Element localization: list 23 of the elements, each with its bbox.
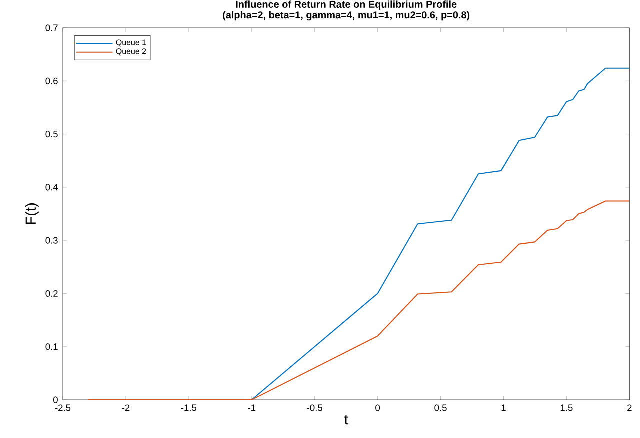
y-tick-label: 0.4 xyxy=(46,184,58,191)
chart-title: Influence of Return Rate on Equilibrium Profile xyxy=(236,0,457,10)
x-tick-label: 0.5 xyxy=(434,404,447,412)
y-axis-title: F(t) xyxy=(25,204,39,224)
x-tick-label: -2 xyxy=(122,404,130,412)
x-tick-label: 0 xyxy=(376,404,380,412)
y-tick-label: 0.7 xyxy=(46,24,58,32)
line-series xyxy=(88,200,630,400)
y-tick-label: 0.5 xyxy=(46,131,58,138)
x-tick-label: -2.5 xyxy=(55,404,71,412)
y-tick-label: 0.3 xyxy=(46,237,58,244)
x-tick-label: 1 xyxy=(502,404,506,412)
x-tick-label: 2 xyxy=(628,404,632,412)
y-tick-label: 0.1 xyxy=(46,344,58,350)
x-tick-label: 1.5 xyxy=(560,404,573,412)
x-tick-label: -1 xyxy=(248,404,256,412)
y-tick-label: 0.6 xyxy=(46,78,58,84)
y-tick-label: 0.2 xyxy=(46,290,58,297)
x-tick-label: -0.5 xyxy=(307,404,322,412)
chart-subtitle: (alpha=2, beta=1, gamma=4, mu1=1, mu2=0.6, p=0.8) xyxy=(223,11,470,21)
y-tick-label: 0 xyxy=(53,396,58,404)
x-axis-title: t xyxy=(344,415,348,425)
x-tick-label: -1.5 xyxy=(181,404,197,412)
